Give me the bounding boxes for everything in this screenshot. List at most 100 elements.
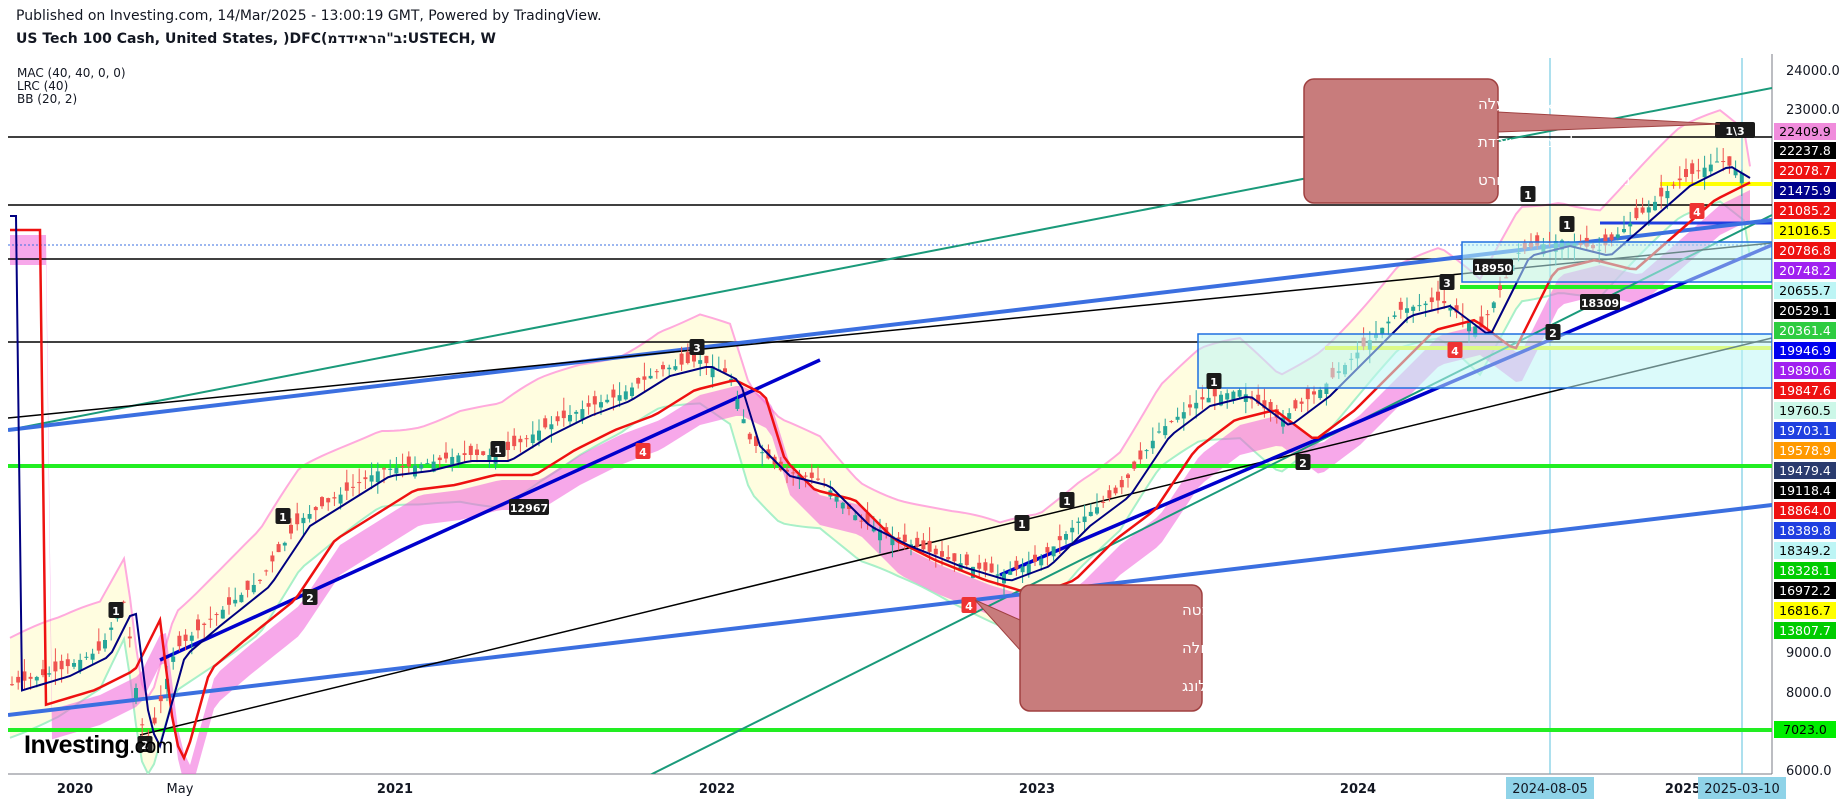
candle-body (1008, 571, 1013, 575)
candle-body (103, 640, 107, 649)
price-label: 7023.0 (1783, 722, 1827, 737)
candle-body (1293, 400, 1298, 409)
annotation-callout[interactable]: פה באו מלמעלה לכן מגמה יורדת ממוצעים מסודר… (1303, 78, 1721, 204)
candle-body (1398, 301, 1403, 310)
label-badge (1439, 274, 1455, 290)
label-badge (1014, 515, 1030, 531)
candle-body (10, 684, 14, 686)
price-tick: 24000.0 (1786, 64, 1840, 79)
candle-body (1318, 389, 1323, 399)
candle-body (338, 494, 343, 504)
candle-body (1206, 397, 1211, 403)
label-text: 1\3 (1725, 125, 1744, 138)
candle-body (227, 597, 231, 605)
candle-body (586, 403, 591, 407)
price-label-bg (1774, 182, 1836, 199)
label-badge (1520, 186, 1536, 202)
candle-body (1733, 169, 1738, 176)
candle-body (134, 688, 138, 699)
candle-body (915, 537, 920, 547)
candle-body (1708, 164, 1713, 172)
label-text: 2 (306, 592, 314, 605)
indicator-bb[interactable]: BB (20, 2) (17, 92, 78, 106)
candle-body (16, 676, 21, 683)
price-label: 18864.0 (1779, 503, 1831, 518)
candle-body (1250, 398, 1254, 400)
candle-body (1181, 412, 1186, 419)
candle-body (1188, 404, 1192, 408)
price-label: 18389.8 (1779, 523, 1831, 538)
price-label-bg (1774, 342, 1836, 359)
candle-body (468, 445, 473, 455)
candle-body (921, 540, 926, 550)
candle-body (1020, 566, 1025, 573)
label-badge (961, 597, 977, 613)
candle-body (295, 513, 300, 525)
candle-body (481, 451, 486, 455)
candle-body (1702, 167, 1707, 178)
candle-body (555, 416, 560, 422)
price-label: 19578.9 (1779, 443, 1831, 458)
price-label: 18349.2 (1779, 543, 1831, 558)
zone-box (1461, 241, 1772, 283)
indicator-lrc[interactable]: LRC (40) (17, 79, 69, 93)
label-badge (689, 339, 705, 355)
candle-body (933, 548, 938, 555)
candle-body (1609, 234, 1614, 240)
candle-body (96, 641, 101, 651)
candle-body (977, 562, 982, 569)
date-badge-label: 2024-08-05 (1512, 782, 1588, 797)
label-badge (1059, 492, 1075, 508)
candle-body (1194, 402, 1199, 409)
candle-body (952, 553, 957, 562)
price-label-bg (1774, 382, 1836, 399)
bollinger-upper (9, 109, 1751, 700)
price-label: 20786.8 (1779, 243, 1831, 258)
candle-body (1491, 302, 1496, 309)
candle-body (1076, 521, 1081, 523)
candle-body (735, 399, 740, 409)
candle-body (1659, 187, 1664, 197)
candle-body (282, 542, 287, 546)
candle-body (1653, 201, 1657, 211)
candle-body (1082, 516, 1087, 523)
candle-body (1101, 501, 1106, 503)
candle-body (1386, 321, 1391, 324)
label-text: 1 (1063, 495, 1071, 508)
candle-body (307, 514, 312, 519)
price-tick: 8000.0 (1786, 686, 1832, 701)
candle-body (53, 661, 58, 672)
candle-body (1448, 307, 1453, 311)
price-label: 21016.5 (1779, 223, 1831, 238)
callout-line: לכן מגמה יורדת (1478, 133, 1578, 151)
label-badge (1689, 203, 1705, 219)
indicator-mac[interactable]: MAC (40, 40, 0, 0) (17, 66, 126, 80)
ma-slow (10, 181, 1751, 762)
candle-body (1231, 391, 1236, 401)
candle-body (41, 669, 45, 676)
candle-body (382, 468, 386, 470)
date-badge-label: 2025-03-10 (1704, 782, 1780, 797)
callout-line: פה באו מלמטה (1182, 601, 1282, 619)
candle-body (208, 618, 213, 620)
price-label-bg (1774, 162, 1836, 179)
candle-body (816, 478, 820, 480)
candle-body (1603, 234, 1608, 246)
label-text: 18309 (1581, 297, 1619, 310)
annotation-callout[interactable]: פה באו מלמטה לכן מגמה עולה ממוצעים מסודרים… (974, 584, 1326, 712)
candle-body (654, 371, 659, 373)
candle-body (245, 580, 250, 590)
candle-body (332, 497, 337, 499)
price-label: 20655.7 (1779, 283, 1831, 298)
time-tick: 2023 (1019, 782, 1055, 797)
candle-body (1721, 161, 1726, 163)
candle-body (301, 517, 306, 524)
price-label-bg (1774, 582, 1836, 599)
candle-body (493, 455, 498, 464)
label-badge (490, 441, 506, 457)
price-label-bg (1774, 282, 1836, 299)
label-text: 4 (965, 600, 973, 613)
candle-body (425, 463, 430, 465)
label-badge (302, 589, 318, 605)
